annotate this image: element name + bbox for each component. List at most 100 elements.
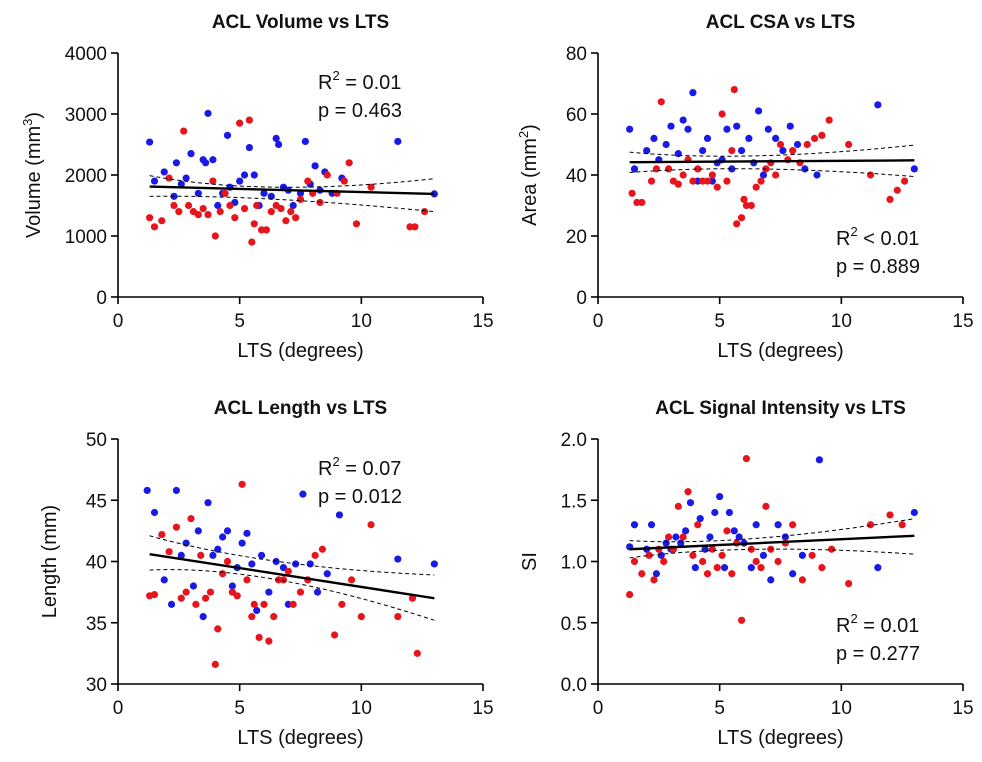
data-point-groupA bbox=[182, 588, 190, 596]
data-point-groupB bbox=[657, 551, 665, 559]
data-point-groupA bbox=[175, 208, 183, 216]
y-axis-label: Length (mm) bbox=[39, 505, 61, 618]
y-axis-label: Area (mm2) bbox=[516, 124, 541, 226]
y-axis-label: SI bbox=[519, 552, 541, 571]
data-point-groupB bbox=[798, 551, 807, 559]
data-point-groupA bbox=[202, 594, 210, 602]
r-squared-superscript: 2 bbox=[332, 454, 339, 469]
y-axis-label-text: Area (mm bbox=[519, 138, 541, 226]
data-point-groupA bbox=[628, 189, 636, 197]
data-point-groupA bbox=[287, 208, 295, 216]
y-tick-label: 50 bbox=[86, 430, 107, 451]
data-point-groupB bbox=[275, 140, 283, 149]
data-point-groupB bbox=[160, 576, 168, 584]
data-point-groupA bbox=[146, 214, 154, 222]
data-point-groupB bbox=[672, 533, 680, 541]
data-point-groupB bbox=[652, 570, 661, 578]
regression-line bbox=[629, 534, 915, 551]
data-point-groupA bbox=[411, 223, 419, 231]
r-squared-label: R2 = 0.07 bbox=[318, 454, 401, 480]
data-point-groupA bbox=[808, 551, 816, 559]
data-point-groupB bbox=[214, 201, 222, 210]
y-tick-label: 0 bbox=[576, 288, 587, 309]
chart-panel-3: ACL Length vs LTS 0 5 10 15 30 35 40 45 50 LTS (de… bbox=[39, 398, 494, 749]
data-point-groupB bbox=[167, 600, 176, 608]
data-point-groupA bbox=[282, 217, 290, 225]
x-axis-label: LTS (degrees) bbox=[717, 727, 843, 749]
chart-title: ACL Signal Intensity vs LTS bbox=[655, 398, 906, 419]
data-point-groupB bbox=[204, 109, 212, 117]
y-tick-label: 35 bbox=[86, 614, 107, 635]
data-point-groupA bbox=[789, 147, 797, 155]
ci-lower-line bbox=[149, 569, 435, 621]
data-point-groupA bbox=[818, 131, 826, 139]
data-point-groupA bbox=[728, 147, 736, 155]
data-point-groupA bbox=[737, 616, 746, 624]
data-point-groupA bbox=[757, 564, 765, 572]
data-point-groupB bbox=[874, 101, 882, 109]
x-tick-label: 0 bbox=[593, 311, 604, 332]
data-point-groupB bbox=[430, 560, 438, 568]
data-point-groupA bbox=[267, 208, 275, 216]
data-point-groupB bbox=[711, 508, 719, 517]
data-point-groupA bbox=[776, 140, 785, 149]
data-point-groupA bbox=[703, 570, 712, 578]
data-point-groupA bbox=[260, 600, 268, 608]
data-point-groupB bbox=[774, 521, 782, 529]
data-point-groupB bbox=[301, 137, 309, 146]
y-axis-label-text: SI bbox=[519, 552, 541, 571]
p-value-label: p = 0.277 bbox=[836, 643, 920, 665]
data-point-groupB bbox=[250, 171, 258, 179]
data-point-groupB bbox=[240, 171, 249, 179]
data-point-groupB bbox=[752, 521, 760, 529]
data-point-groupA bbox=[772, 171, 780, 179]
ci-lower-line bbox=[629, 548, 915, 559]
data-point-groupA bbox=[323, 171, 331, 179]
data-point-groupA bbox=[292, 214, 300, 222]
data-point-groupA bbox=[740, 195, 748, 203]
data-point-groupA bbox=[752, 183, 760, 191]
data-point-groupB bbox=[267, 192, 275, 200]
y-tick-label: 40 bbox=[86, 553, 107, 574]
data-point-groupA bbox=[262, 226, 271, 234]
data-point-groupA bbox=[630, 557, 639, 566]
data-point-groupA bbox=[408, 594, 417, 602]
y-tick-label: 40 bbox=[566, 166, 587, 187]
data-point-groupB bbox=[209, 156, 217, 164]
ci-upper-line bbox=[149, 175, 435, 188]
r-squared-label: R2 = 0.01 bbox=[836, 611, 919, 637]
data-point-groupB bbox=[815, 456, 824, 464]
data-point-groupB bbox=[150, 177, 159, 185]
data-point-groupA bbox=[367, 521, 375, 529]
data-point-groupA bbox=[296, 195, 305, 203]
data-point-groupB bbox=[647, 521, 656, 529]
data-point-groupA bbox=[718, 110, 726, 118]
data-point-groupA bbox=[211, 660, 219, 669]
data-point-groupA bbox=[357, 613, 365, 621]
data-point-groupA bbox=[650, 576, 658, 584]
data-point-groupA bbox=[893, 186, 901, 194]
data-point-groupA bbox=[172, 523, 180, 531]
data-point-groupA bbox=[348, 576, 356, 584]
data-point-groupB bbox=[779, 147, 787, 155]
data-point-groupA bbox=[150, 223, 159, 231]
data-point-groupA bbox=[718, 551, 726, 559]
data-point-groupA bbox=[657, 98, 665, 106]
data-point-groupA bbox=[723, 177, 731, 185]
x-axis-label: LTS (degrees) bbox=[237, 340, 363, 362]
x-tick-label: 10 bbox=[351, 311, 372, 332]
data-point-groupB bbox=[767, 576, 775, 584]
data-point-groupA bbox=[898, 521, 906, 529]
data-point-groupB bbox=[265, 588, 273, 596]
data-point-groupA bbox=[679, 533, 687, 541]
data-point-groupA bbox=[165, 174, 173, 182]
data-point-groupB bbox=[723, 125, 731, 133]
data-point-groupA bbox=[845, 579, 853, 588]
data-point-groupB bbox=[323, 570, 331, 578]
data-point-groupA bbox=[211, 232, 219, 240]
x-tick-label: 10 bbox=[831, 311, 852, 332]
data-point-groupB bbox=[253, 606, 261, 615]
chart-panel-4: ACL Signal Intensity vs LTS 0 5 10 15 0.0 0.5 1… bbox=[519, 398, 974, 749]
